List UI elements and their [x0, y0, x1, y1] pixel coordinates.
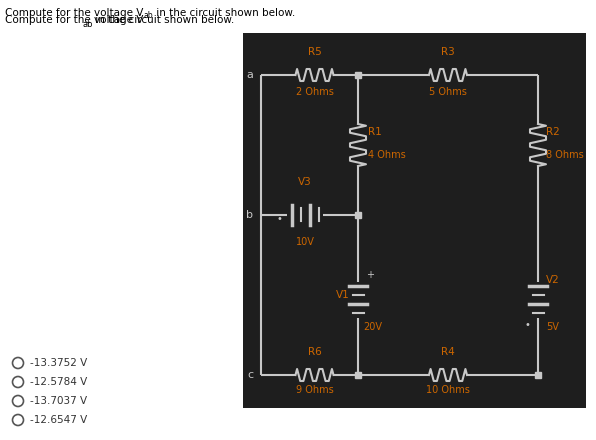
Text: a: a: [246, 70, 253, 80]
Text: 5V: 5V: [546, 322, 559, 332]
Text: R4: R4: [441, 347, 455, 357]
Text: R5: R5: [308, 47, 321, 57]
Text: -12.5784 V: -12.5784 V: [30, 377, 87, 387]
Text: 8 Ohms: 8 Ohms: [546, 150, 583, 160]
Text: 5 Ohms: 5 Ohms: [429, 87, 467, 97]
Text: ab: ab: [82, 20, 93, 29]
Text: in the circuit shown below.: in the circuit shown below.: [92, 15, 234, 26]
Text: -13.7037 V: -13.7037 V: [30, 396, 87, 406]
Text: •: •: [524, 320, 530, 330]
Text: V3: V3: [298, 177, 312, 187]
Text: 2 Ohms: 2 Ohms: [296, 87, 333, 97]
Text: 9 Ohms: 9 Ohms: [296, 385, 333, 395]
Text: -13.3752 V: -13.3752 V: [30, 358, 87, 368]
Text: R3: R3: [441, 47, 455, 57]
Text: 20V: 20V: [363, 322, 382, 332]
Text: c: c: [247, 370, 253, 380]
Text: 10V: 10V: [296, 237, 315, 247]
Text: Compute for the voltage V: Compute for the voltage V: [5, 8, 144, 18]
Text: •: •: [276, 214, 282, 224]
Text: +: +: [366, 270, 374, 280]
Bar: [243, 33, 586, 408]
Text: ab: ab: [143, 11, 153, 20]
Text: -12.6547 V: -12.6547 V: [30, 415, 87, 425]
Text: 4 Ohms: 4 Ohms: [368, 150, 406, 160]
Text: b: b: [246, 210, 253, 220]
Text: R2: R2: [546, 127, 560, 137]
Text: V2: V2: [546, 275, 560, 285]
Text: 10 Ohms: 10 Ohms: [426, 385, 470, 395]
Text: Compute for the voltage V: Compute for the voltage V: [5, 15, 143, 26]
Text: R6: R6: [308, 347, 321, 357]
Text: V1: V1: [336, 290, 350, 300]
Text: in the circuit shown below.: in the circuit shown below.: [153, 8, 295, 18]
Text: R1: R1: [368, 127, 382, 137]
